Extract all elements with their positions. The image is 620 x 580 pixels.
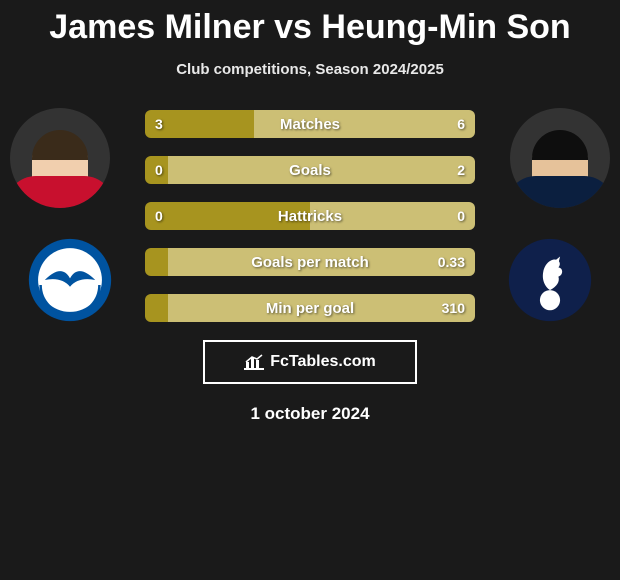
stat-bar: 310Min per goal (145, 294, 475, 322)
stat-label: Goals (145, 156, 475, 184)
stat-label: Min per goal (145, 294, 475, 322)
player-left-avatar (10, 108, 110, 208)
stat-label: Goals per match (145, 248, 475, 276)
attribution-text: FcTables.com (270, 353, 376, 371)
subtitle: Club competitions, Season 2024/2025 (0, 61, 620, 78)
attribution-box[interactable]: FcTables.com (203, 340, 417, 384)
stat-bars: 36Matches 02Goals 00Hattricks 0.33Goals per… (145, 108, 475, 322)
comparison-panel: 36Matches 02Goals 00Hattricks 0.33Goals per… (0, 108, 620, 424)
stat-label: Matches (145, 110, 475, 138)
stat-label: Hattricks (145, 202, 475, 230)
stat-bar: 36Matches (145, 110, 475, 138)
page-title: James Milner vs Heung-Min Son (0, 0, 620, 47)
chart-icon (244, 354, 264, 370)
stat-bar: 00Hattricks (145, 202, 475, 230)
player-right-avatar (510, 108, 610, 208)
club-left-badge (28, 238, 112, 322)
club-right-badge (508, 238, 592, 322)
stat-bar: 0.33Goals per match (145, 248, 475, 276)
footer-date: 1 october 2024 (0, 404, 620, 424)
stat-bar: 02Goals (145, 156, 475, 184)
